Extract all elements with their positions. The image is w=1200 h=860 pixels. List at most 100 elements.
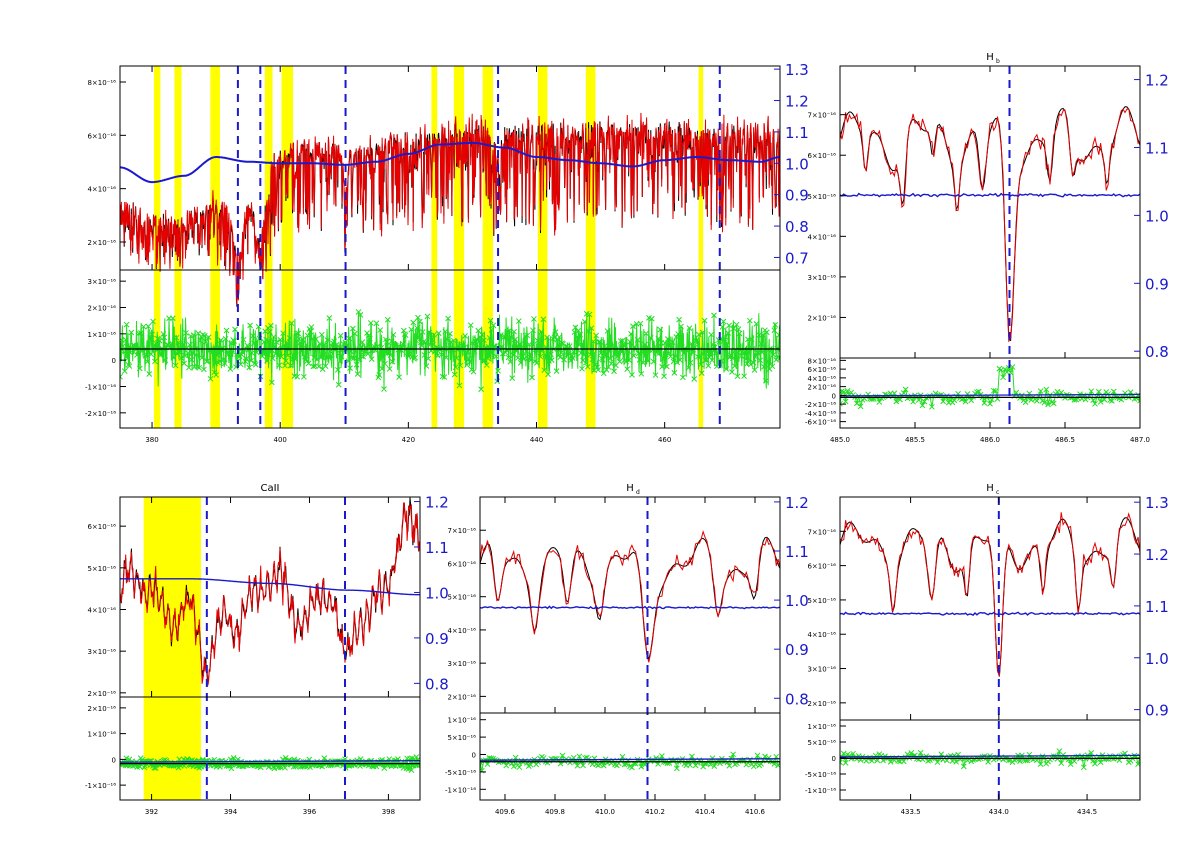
- panel-title: H: [626, 483, 634, 494]
- flux-tick-label: 2×10⁻¹⁶: [807, 314, 836, 322]
- residual-axes-frame: [839, 719, 1141, 801]
- flux-tick-label: 6×10⁻¹⁶: [87, 523, 116, 531]
- residual-fit-line: [840, 393, 1140, 397]
- residual-tick-label: 0: [832, 755, 836, 763]
- flux-tick-label: 5×10⁻¹⁶: [87, 565, 116, 573]
- x-tick-label: 398: [382, 808, 395, 816]
- plot-area: [840, 66, 1140, 428]
- residual-tick-label: 1×10⁻¹⁶: [807, 723, 836, 731]
- ratio-tick-label: 1.1: [425, 539, 449, 557]
- model-spectrum-line: [120, 502, 420, 686]
- residual-tick-label: 5×10⁻¹⁶: [447, 734, 476, 742]
- flux-tick-label: 6×10⁻¹⁶: [447, 560, 476, 568]
- panel-h-delta: 409.6 409.8 410.0 410.2 410.4 410.6 2×10⁻¹⁶ 3×1…: [445, 483, 809, 816]
- residual-line: [840, 366, 1140, 408]
- x-tick-label: 409.6: [495, 808, 516, 816]
- x-tick-label: 434.5: [1077, 808, 1097, 816]
- masked-region-band: [210, 66, 220, 428]
- flux-tick-label: 6×10⁻¹⁶: [807, 563, 836, 571]
- residual-tick-label: -6×10⁻¹⁶: [805, 419, 836, 427]
- ratio-tick-label: 0.8: [785, 690, 809, 708]
- ratio-tick-label: 1.1: [785, 124, 809, 142]
- panel-title: H: [986, 52, 994, 63]
- residual-tick-label: 4×10⁻¹⁶: [807, 375, 836, 383]
- ratio-tick-label: 1.0: [425, 584, 449, 602]
- ratio-tick-label: 1.0: [785, 592, 809, 610]
- plot-area: [120, 66, 780, 428]
- x-tick-label: 392: [145, 808, 158, 816]
- model-spectrum-line: [120, 112, 780, 306]
- panel-ca-ii: 392 394 396 398 2×10⁻¹⁶ 3×10⁻¹⁶ 4×10⁻¹⁶ 5×10⁻¹⁶…: [85, 483, 449, 816]
- flux-tick-label: 3×10⁻¹⁶: [447, 660, 476, 668]
- residual-tick-label: 0: [112, 756, 116, 764]
- x-tick-label: 420: [402, 436, 415, 444]
- flux-tick-label: 4×10⁻¹⁶: [807, 233, 836, 241]
- x-tick-label: 410.2: [645, 808, 665, 816]
- ratio-tick-label: 1.3: [1145, 494, 1169, 512]
- panel-title: H: [986, 483, 994, 494]
- continuum-ratio-line: [120, 578, 420, 596]
- x-tick-label: 434.0: [989, 808, 1009, 816]
- residual-tick-label: -2×10⁻¹⁶: [805, 401, 836, 409]
- residual-tick-label: -5×10⁻¹⁶: [445, 769, 476, 777]
- residual-markers: [120, 309, 780, 393]
- flux-tick-label: 6×10⁻¹⁶: [87, 132, 116, 140]
- x-tick-label: 460: [658, 436, 671, 444]
- ratio-tick-label: 1.2: [1145, 72, 1169, 90]
- model-spectrum-line: [480, 529, 780, 663]
- ratio-tick-label: 1.0: [1145, 650, 1169, 668]
- flux-axes-frame: [839, 496, 1141, 721]
- masked-region-band: [281, 66, 294, 428]
- residual-tick-label: 1×10⁻¹⁶: [447, 717, 476, 725]
- flux-tick-label: 2×10⁻¹⁶: [87, 239, 116, 247]
- panel-title-subscript: d: [636, 489, 640, 496]
- model-spectrum-line: [840, 108, 1140, 343]
- panel-full-spectrum: 380 400 420 440 460 2×10⁻¹⁶ 4×10⁻¹⁶ 6×10⁻¹⁶ 8×10…: [85, 61, 809, 444]
- flux-tick-label: 3×10⁻¹⁶: [807, 666, 836, 674]
- ratio-tick-label: 0.7: [785, 249, 809, 267]
- model-spectrum-line: [840, 512, 1140, 677]
- flux-tick-label: 5×10⁻¹⁶: [447, 594, 476, 602]
- ratio-tick-label: 0.9: [1145, 702, 1169, 720]
- observed-spectrum-line: [840, 517, 1140, 677]
- residual-axes-frame: [479, 712, 781, 801]
- residual-markers: [480, 751, 780, 774]
- flux-tick-label: 5×10⁻¹⁶: [807, 597, 836, 605]
- ratio-tick-label: 1.1: [785, 543, 809, 561]
- x-tick-label: 410.0: [595, 808, 615, 816]
- ratio-tick-label: 1.1: [1145, 598, 1169, 616]
- flux-axes-frame: [839, 65, 1141, 359]
- continuum-ratio-line: [480, 605, 780, 610]
- flux-tick-label: 4×10⁻¹⁶: [87, 186, 116, 194]
- residual-tick-label: 1×10⁻¹⁶: [87, 331, 116, 339]
- residual-axes-frame: [119, 696, 421, 801]
- x-tick-label: 485.5: [905, 436, 925, 444]
- flux-tick-label: 3×10⁻¹⁶: [807, 274, 836, 282]
- ratio-tick-label: 1.1: [1145, 139, 1169, 157]
- masked-region-band: [264, 66, 273, 428]
- panel-title: CaII: [260, 483, 279, 494]
- residual-fit-line: [120, 759, 420, 763]
- x-tick-label: 486.0: [980, 436, 1000, 444]
- masked-region-band: [585, 66, 596, 428]
- residual-tick-label: -1×10⁻¹⁶: [805, 787, 836, 795]
- residual-tick-label: -1×10⁻¹⁶: [85, 782, 116, 790]
- flux-tick-label: 4×10⁻¹⁶: [87, 607, 116, 615]
- ratio-tick-label: 0.9: [425, 630, 449, 648]
- residual-tick-label: -4×10⁻¹⁶: [805, 410, 836, 418]
- flux-tick-label: 8×10⁻¹⁶: [87, 79, 116, 87]
- plot-area: [120, 497, 420, 800]
- residual-tick-label: 2×10⁻¹⁶: [87, 705, 116, 713]
- residual-tick-label: -2×10⁻¹⁶: [85, 410, 116, 418]
- masked-region-band: [537, 66, 548, 428]
- panel-title-subscript: b: [996, 58, 1000, 65]
- continuum-ratio-line: [120, 141, 780, 184]
- x-tick-label: 410.4: [695, 808, 716, 816]
- ratio-tick-label: 0.9: [785, 187, 809, 205]
- x-tick-label: 486.5: [1055, 436, 1075, 444]
- ratio-tick-label: 1.0: [1145, 207, 1169, 225]
- residual-axes-frame: [119, 269, 781, 429]
- residual-tick-label: -5×10⁻¹⁶: [805, 771, 836, 779]
- ratio-tick-label: 0.9: [1145, 275, 1169, 293]
